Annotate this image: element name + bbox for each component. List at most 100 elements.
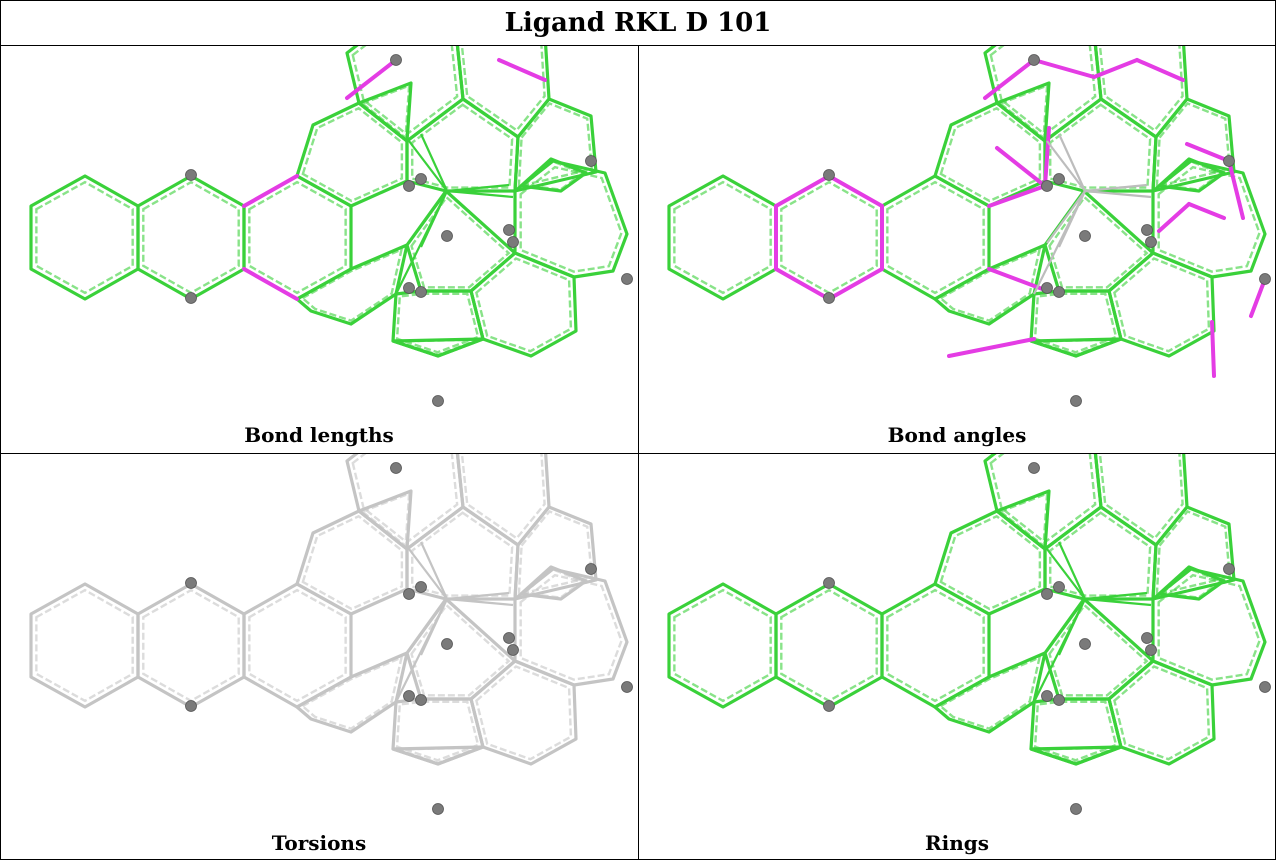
ring-bonds-aromatic (1113, 257, 1211, 353)
ring-bonds (1151, 505, 1236, 601)
atom-sphere (621, 681, 633, 693)
ring-bonds-aromatic (460, 454, 546, 540)
coordination-bond (446, 591, 510, 601)
ring-bonds-aromatic (397, 338, 479, 357)
atom-sphere (1041, 282, 1053, 294)
ring-bonds-aromatic (997, 83, 1049, 141)
ring-bonds (1151, 97, 1236, 193)
atom-sphere (185, 577, 197, 589)
atom-sphere (1145, 236, 1157, 248)
ring-bonds-aromatic (1098, 454, 1184, 540)
coordination-bond (1084, 183, 1148, 193)
atom-sphere (1079, 230, 1091, 242)
ring-bonds-aromatic (997, 491, 1049, 549)
ring-bonds-aromatic (989, 46, 1097, 136)
highlighted-bond (1135, 58, 1185, 82)
highlighted-bond (345, 58, 398, 100)
coordination-bond (446, 189, 514, 199)
highlighted-bond (1210, 320, 1216, 378)
ring-bonds-aromatic (475, 257, 573, 353)
ring-bonds-aromatic (301, 106, 404, 203)
ring-bonds-aromatic (1157, 165, 1261, 273)
coordination-bond (419, 133, 449, 192)
ring-bonds-aromatic (939, 514, 1042, 611)
atom-sphere (1070, 803, 1082, 815)
ring-bonds (995, 489, 1051, 551)
ring-bonds-aromatic (248, 180, 347, 295)
ring-bonds-aromatic (1048, 603, 1149, 697)
ring-bonds (513, 505, 598, 601)
highlighted-bond (1227, 159, 1245, 220)
panel-torsions (1, 454, 637, 824)
ring-bonds-aromatic (780, 588, 878, 703)
panel-rings (639, 454, 1275, 824)
coordination-bond (1046, 140, 1086, 192)
caption-bond-lengths: Bond lengths (244, 423, 394, 447)
atom-sphere (1053, 581, 1065, 593)
coordination-bond (1084, 591, 1148, 601)
coordination-bond (408, 140, 448, 192)
ring-bonds-aromatic (886, 588, 985, 703)
ring-bonds-aromatic (780, 180, 878, 295)
ring-bonds-aromatic (521, 567, 586, 599)
ring-bonds (983, 454, 1103, 551)
ring-bonds (513, 97, 598, 193)
ring-bonds-aromatic (1035, 338, 1117, 357)
ring-bonds-aromatic (1033, 292, 1118, 354)
atom-sphere (1041, 180, 1053, 192)
ring-bonds-aromatic (301, 514, 404, 611)
ring-bonds-aromatic (673, 180, 772, 295)
atom-sphere (185, 700, 197, 712)
highlighted-bond (827, 267, 884, 301)
atom-sphere (390, 462, 402, 474)
ring-bonds-aromatic (248, 588, 347, 703)
ring-bonds-aromatic (359, 491, 411, 549)
ring-bonds-aromatic (1157, 573, 1261, 681)
highlighted-bond (242, 174, 299, 208)
ring-bonds-aromatic (1113, 665, 1211, 761)
atom-sphere (503, 224, 515, 236)
atom-sphere (823, 577, 835, 589)
atom-sphere (415, 581, 427, 593)
highlighted-bond (1157, 202, 1191, 233)
ring-bonds-aromatic (989, 454, 1097, 544)
ring-bonds-aromatic (886, 180, 985, 295)
ring-bonds-aromatic (351, 46, 459, 136)
molecule-bond-lengths (29, 46, 633, 407)
ring-bonds (357, 489, 413, 551)
panel-bond-lengths (1, 46, 637, 416)
ring-bonds-aromatic (460, 46, 546, 132)
atom-sphere (1145, 644, 1157, 656)
ring-bonds (774, 582, 884, 709)
atom-sphere (1079, 638, 1091, 650)
coordination-bond (1057, 541, 1087, 600)
coordination-bond (1057, 133, 1087, 192)
highlighted-bond (1092, 58, 1139, 79)
ring-bonds-aromatic (1048, 195, 1149, 289)
molecule-bond-angles (667, 46, 1271, 407)
atom-sphere (415, 694, 427, 706)
highlighted-bond (987, 184, 1047, 208)
coordination-bond (1084, 597, 1152, 607)
ring-bonds-aromatic (395, 292, 480, 354)
ring-bonds (519, 565, 588, 601)
ring-bonds (136, 582, 246, 709)
ring-bonds-aromatic (142, 588, 240, 703)
bond-group (29, 454, 629, 766)
atom-sphere (432, 395, 444, 407)
ring-bonds-aromatic (1159, 567, 1224, 599)
ring-bonds (1157, 157, 1226, 193)
ring-bonds (29, 174, 140, 301)
column-divider (638, 45, 639, 859)
atom-sphere (1053, 286, 1065, 298)
ring-bonds-aromatic (395, 700, 480, 762)
atom-sphere (1041, 690, 1053, 702)
atom-sphere (390, 54, 402, 66)
ring-bonds (1157, 565, 1226, 601)
ring-bonds-aromatic (35, 588, 134, 703)
ring-bonds (667, 582, 778, 709)
highlighted-bond (774, 174, 831, 208)
caption-rings: Rings (924, 831, 989, 855)
coordination-bond (408, 548, 448, 600)
ring-bonds (469, 659, 578, 766)
